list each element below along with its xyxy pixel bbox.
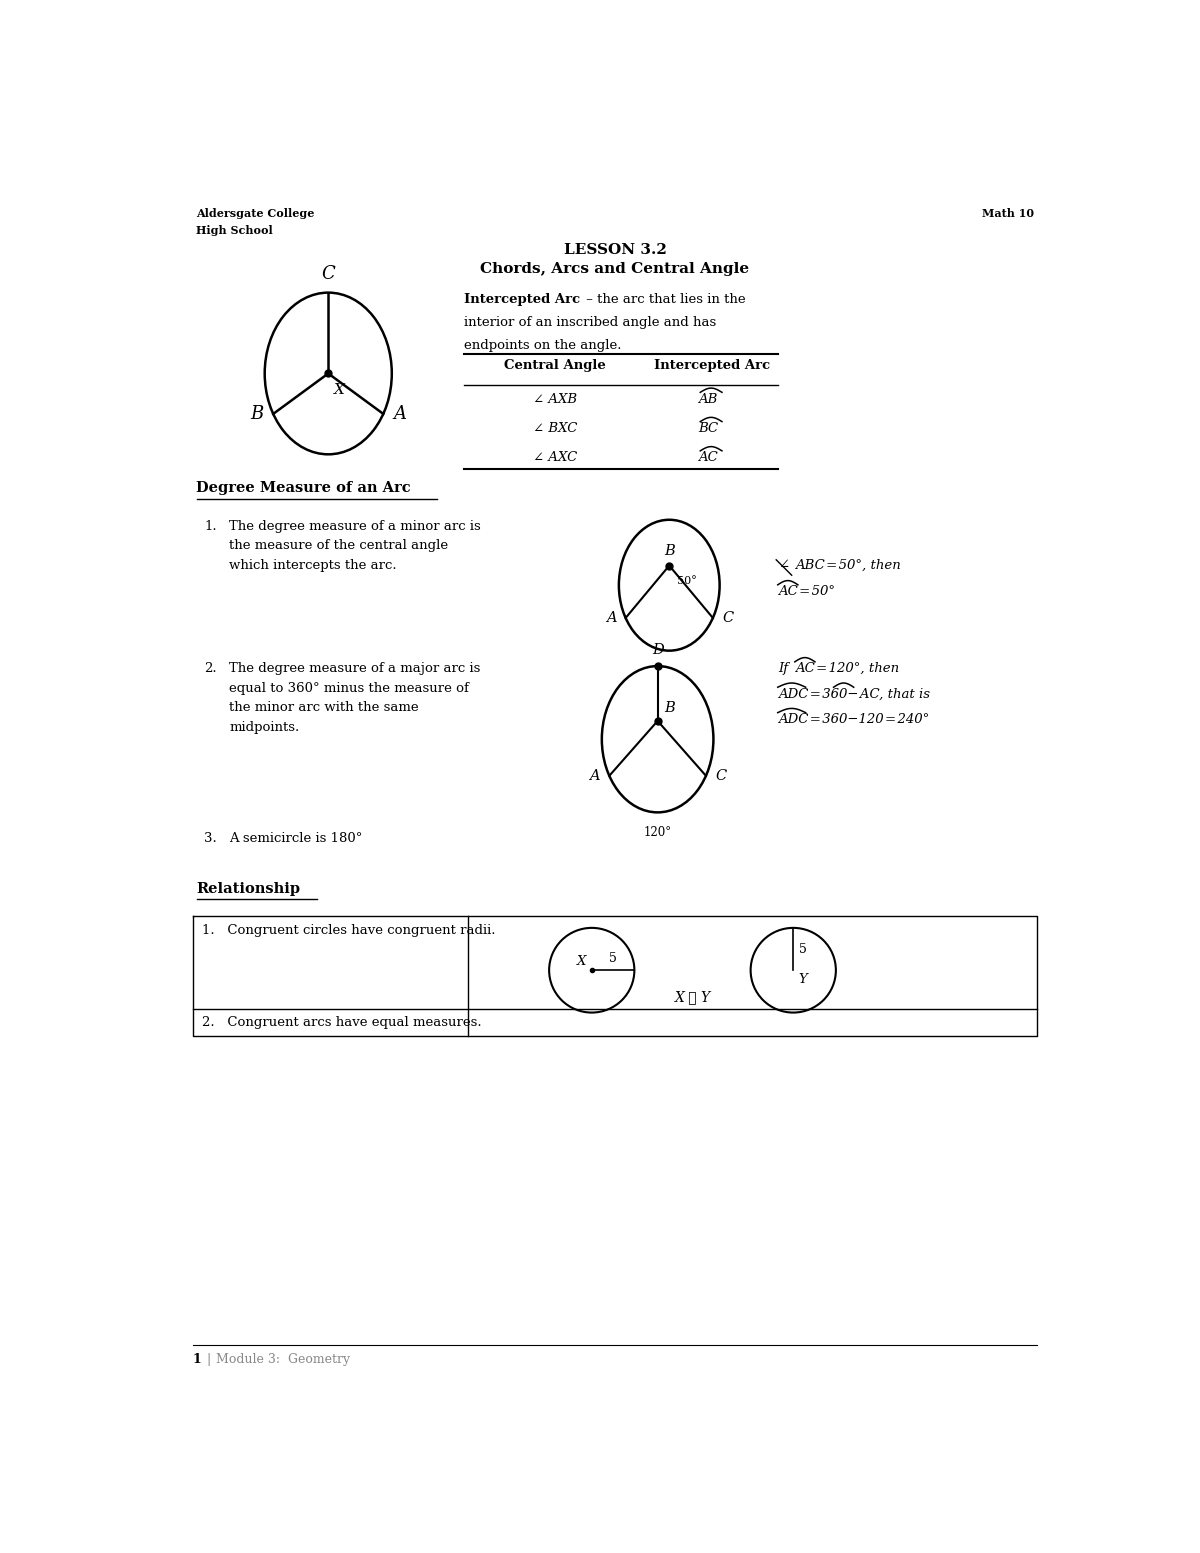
Text: C: C: [322, 264, 335, 283]
Text: The degree measure of a major arc is
equal to 360° minus the measure of
the mino: The degree measure of a major arc is equ…: [229, 662, 480, 733]
Text: AC: AC: [698, 452, 718, 464]
Text: A semicircle is 180°: A semicircle is 180°: [229, 831, 362, 845]
Text: ABC = 50°, then: ABC = 50°, then: [794, 558, 900, 572]
Text: 5: 5: [610, 952, 617, 964]
Text: Degree Measure of an Arc: Degree Measure of an Arc: [197, 481, 412, 495]
Text: BC: BC: [698, 422, 718, 435]
Text: Chords, Arcs and Central Angle: Chords, Arcs and Central Angle: [480, 262, 750, 276]
Text: ∠ AXB: ∠ AXB: [533, 393, 577, 405]
Text: 2.: 2.: [204, 662, 217, 676]
Text: X: X: [577, 955, 587, 968]
Text: A: A: [606, 610, 617, 624]
Text: ADC = 360− AC, that is: ADC = 360− AC, that is: [778, 688, 930, 700]
Text: – the arc that lies in the: – the arc that lies in the: [582, 292, 745, 306]
Text: Intercepted Arc: Intercepted Arc: [464, 292, 580, 306]
Text: Intercepted Arc: Intercepted Arc: [654, 359, 770, 371]
Text: Math 10: Math 10: [982, 208, 1033, 219]
Text: 2.   Congruent arcs have equal measures.: 2. Congruent arcs have equal measures.: [202, 1016, 481, 1030]
Text: 5: 5: [799, 943, 808, 955]
Text: AB: AB: [698, 393, 718, 405]
Text: 1: 1: [193, 1353, 202, 1367]
Text: ∠ BXC: ∠ BXC: [533, 422, 577, 435]
Text: Relationship: Relationship: [197, 882, 300, 896]
Text: AC = 120°, then: AC = 120°, then: [794, 662, 899, 676]
Text: ADC = 360−120 = 240°: ADC = 360−120 = 240°: [778, 713, 929, 727]
Text: A: A: [589, 769, 600, 783]
Text: C: C: [715, 769, 726, 783]
Text: 3.: 3.: [204, 831, 217, 845]
Text: A: A: [394, 405, 407, 422]
Text: 50°: 50°: [677, 576, 697, 587]
Text: B: B: [664, 544, 674, 558]
Text: LESSON 3.2: LESSON 3.2: [564, 242, 666, 256]
Text: X ≅ Y: X ≅ Y: [674, 991, 710, 1005]
Text: ∠ AXC: ∠ AXC: [533, 452, 577, 464]
Text: 1.   Congruent circles have congruent radii.: 1. Congruent circles have congruent radi…: [202, 924, 496, 936]
Text: The degree measure of a minor arc is
the measure of the central angle
which inte: The degree measure of a minor arc is the…: [229, 520, 481, 572]
Text: interior of an inscribed angle and has: interior of an inscribed angle and has: [464, 315, 716, 329]
Text: Module 3:  Geometry: Module 3: Geometry: [216, 1353, 350, 1367]
Text: C: C: [722, 610, 733, 624]
Text: Y: Y: [798, 974, 806, 986]
Text: 120°: 120°: [643, 826, 672, 839]
Text: endpoints on the angle.: endpoints on the angle.: [464, 339, 622, 353]
Text: D: D: [652, 643, 664, 657]
Text: 1.: 1.: [204, 520, 217, 533]
Text: AC = 50°: AC = 50°: [778, 585, 835, 598]
Text: High School: High School: [197, 225, 274, 236]
Text: Aldersgate College: Aldersgate College: [197, 208, 314, 219]
Text: B: B: [250, 405, 263, 422]
Text: B: B: [664, 700, 674, 714]
Text: Central Angle: Central Angle: [504, 359, 606, 371]
Text: X: X: [335, 382, 346, 396]
Text: If: If: [778, 662, 792, 676]
Text: |: |: [206, 1353, 211, 1367]
Text: ∠: ∠: [778, 558, 788, 572]
